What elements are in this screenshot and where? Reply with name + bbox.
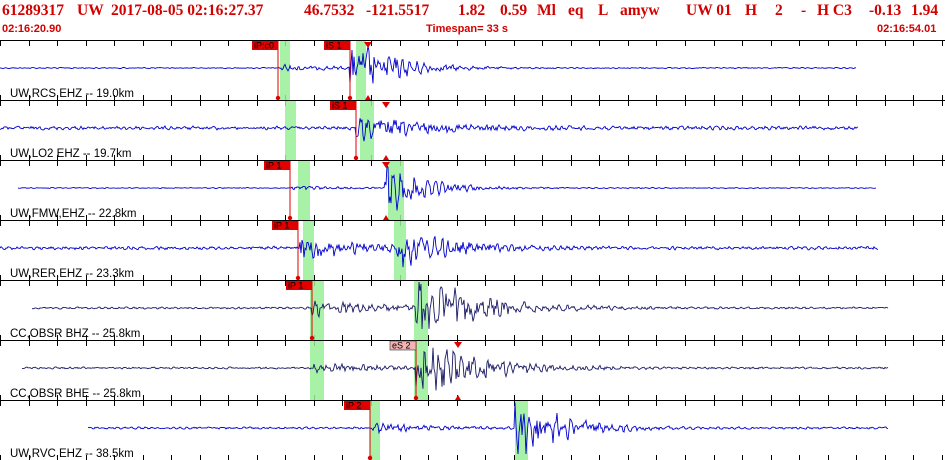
- timespan: Timespan= 33 s: [426, 23, 509, 35]
- arrival-triangle-top: [382, 102, 390, 108]
- start-time: 02:16:20.90: [2, 23, 62, 35]
- pick-label: iP 1: [288, 281, 303, 291]
- arrival-triangle-bottom: [365, 95, 371, 100]
- origin-time: 2017-08-05 02:16:27.37: [111, 2, 264, 19]
- event-id: 61289317: [2, 2, 64, 19]
- trace-row: iS 1 UW,LO2 EHZ -- 19.7km: [0, 101, 859, 161]
- waveform-trace: [31, 281, 889, 330]
- latitude: 46.7532: [304, 2, 355, 19]
- pick-window: [310, 341, 324, 400]
- value-a: -0.13: [869, 2, 902, 19]
- pick-end-dot: [413, 395, 419, 401]
- field-h: H: [745, 2, 758, 19]
- trace-row: eS 2 CC,OBSR BHE -- 25.8km: [10, 340, 889, 401]
- pick-window: [370, 401, 380, 460]
- channel-label: CC,OBSR BHE -- 25.8km: [10, 388, 141, 400]
- pick-window: [298, 161, 310, 220]
- channel-label: UW,RVC,EHZ -- 38.5km: [10, 448, 134, 460]
- pick-window: [310, 281, 324, 340]
- source: UW 01: [686, 2, 732, 19]
- magnitude-type: Ml: [537, 2, 556, 19]
- pick-flag: [344, 401, 370, 410]
- channel-label: CC,OBSR BHZ -- 25.8km: [10, 328, 140, 340]
- waveform-trace: [0, 118, 859, 142]
- channel-label: UW,LO2 EHZ -- 19.7km: [10, 148, 131, 160]
- waveform-trace: [0, 236, 879, 268]
- seismogram-panel[interactable]: iP:c0 iS 1 UW,RCS,EHZ -- 19.0km iS 1 UW,LO2 …: [0, 40, 945, 460]
- pick-window: [356, 41, 366, 100]
- pick-end-dot: [309, 335, 315, 341]
- pick-window: [280, 41, 290, 100]
- event-summary-line: 61289317 UW 2017-08-05 02:16:27.37 46.75…: [0, 2, 945, 20]
- trace-row: iP 1 UW,RER,EHZ -- 23.3km: [0, 221, 879, 281]
- pick-flag: [264, 161, 290, 170]
- field-2: 2: [775, 2, 783, 19]
- event-header: 61289317 UW 2017-08-05 02:16:27.37 46.75…: [0, 0, 945, 40]
- pick-flag: [324, 41, 350, 50]
- pick-label: iP:c0: [254, 41, 274, 51]
- pick-flag: [330, 101, 356, 110]
- magnitude: 0.59: [500, 2, 528, 19]
- pick-label: eS 2: [392, 341, 411, 351]
- waveform-trace: [87, 402, 889, 455]
- pick-flag: [252, 41, 278, 50]
- trace-row: iP 2 UW,RVC,EHZ -- 38.5km: [10, 401, 889, 460]
- arrival-triangle-top: [382, 162, 390, 168]
- trace-row: iP 1 CC,OBSR BHZ -- 25.8km: [10, 281, 889, 341]
- depth: 1.82: [458, 2, 486, 19]
- event-type: eq: [568, 2, 584, 19]
- value-b: 1.94: [911, 2, 939, 19]
- pick-label: iP 1: [266, 161, 281, 171]
- arrival-triangle-top: [454, 342, 462, 348]
- event-flag: L: [598, 2, 609, 19]
- field-hc3: H C3: [817, 2, 852, 19]
- arrival-triangle-bottom: [383, 215, 389, 220]
- event-network: UW: [77, 2, 104, 19]
- pick-window: [414, 281, 428, 340]
- longitude: -121.5517: [366, 2, 430, 19]
- field-dash: -: [801, 2, 807, 19]
- channel-label: UW,RCS,EHZ -- 19.0km: [10, 88, 134, 100]
- pick-end-dot: [347, 95, 353, 101]
- arrival-triangle-bottom: [455, 395, 461, 400]
- pick-end-dot: [367, 455, 373, 460]
- pick-end-dot: [287, 215, 293, 221]
- time-range-line: 02:16:20.90 Timespan= 33 s 02:16:54.01: [0, 23, 945, 37]
- pick-label: iP 2: [346, 401, 361, 411]
- pick-label: iS 1: [332, 101, 348, 111]
- pick-end-dot: [353, 155, 359, 161]
- arrival-triangle-bottom: [383, 155, 389, 160]
- pick-window: [303, 221, 314, 280]
- channel-label: UW,RER,EHZ -- 23.3km: [10, 268, 134, 280]
- pick-label: iS 1: [326, 41, 342, 51]
- end-time: 02:16:54.01: [877, 23, 937, 35]
- waveform-trace: [0, 45, 857, 84]
- pick-window: [388, 161, 404, 220]
- waveform-trace: [21, 347, 889, 391]
- pick-flag: [272, 221, 298, 230]
- trace-row: iP:c0 iS 1 UW,RCS,EHZ -- 19.0km: [0, 41, 857, 101]
- pick-window: [394, 221, 406, 280]
- analyst: amyw: [620, 2, 660, 19]
- pick-flag: [286, 281, 312, 290]
- pick-window: [285, 101, 296, 160]
- pick-flag: [389, 340, 417, 351]
- trace-row: iP 1 UW,FMW,EHZ -- 22.8km: [10, 161, 877, 221]
- pick-window: [360, 101, 374, 160]
- pick-end-dot: [295, 275, 301, 281]
- channel-label: UW,FMW,EHZ -- 22.8km: [10, 208, 137, 220]
- arrival-triangle-top: [364, 42, 372, 48]
- pick-label: iP 1: [274, 221, 289, 231]
- pick-end-dot: [275, 95, 281, 101]
- waveform-trace: [17, 165, 877, 211]
